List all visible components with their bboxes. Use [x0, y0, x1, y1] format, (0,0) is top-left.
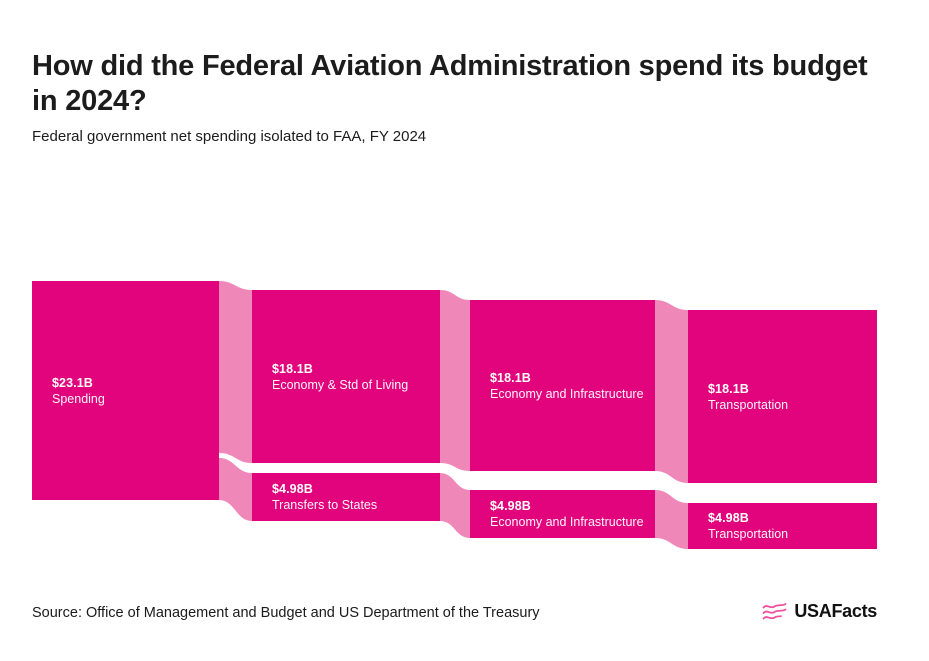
- flow-economy-infra-to-transportation-bottom: [655, 490, 688, 549]
- node-value: $18.1B: [272, 361, 313, 376]
- node-label: Economy and Infrastructure: [490, 386, 644, 401]
- usafacts-flag-icon: [761, 600, 788, 623]
- source-attribution: Source: Office of Management and Budget …: [32, 605, 540, 621]
- node-label: Economy and Infrastructure: [490, 515, 644, 529]
- node-value: $4.98B: [490, 499, 531, 513]
- node-value: $18.1B: [708, 381, 749, 396]
- flow-transfers-to-economy-infra: [440, 473, 470, 538]
- flow-economy-std-to-economy-infra: [440, 290, 470, 471]
- usafacts-logo[interactable]: USAFacts: [761, 600, 877, 623]
- node-value: $23.1B: [52, 375, 93, 390]
- page-title: How did the Federal Aviation Administrat…: [32, 50, 868, 117]
- node-value: $4.98B: [708, 511, 749, 525]
- sankey-chart: $23.1B Spending $18.1B Economy & Std of …: [32, 281, 877, 552]
- sankey-node-economy-infrastructure-bottom[interactable]: $4.98B Economy and Infrastructure: [470, 490, 655, 538]
- sankey-node-spending[interactable]: $23.1B Spending: [32, 281, 219, 500]
- flow-economy-infra-to-transportation-top: [655, 300, 688, 483]
- sankey-node-economy-std-of-living[interactable]: $18.1B Economy & Std of Living: [252, 290, 440, 463]
- sankey-node-transfers-to-states[interactable]: $4.98B Transfers to States: [252, 473, 440, 521]
- node-label: Transportation: [708, 527, 789, 541]
- page-subtitle: Federal government net spending isolated…: [32, 128, 427, 145]
- flow-spending-to-economy-std: [219, 281, 252, 463]
- node-label: Transfers to States: [272, 498, 378, 512]
- node-label: Spending: [52, 391, 105, 406]
- sankey-flows: [219, 281, 688, 549]
- sankey-node-transportation-bottom[interactable]: $4.98B Transportation: [688, 503, 877, 549]
- node-label: Economy & Std of Living: [272, 377, 409, 392]
- node-value: $18.1B: [490, 370, 531, 385]
- sankey-node-transportation-top[interactable]: $18.1B Transportation: [688, 310, 877, 483]
- flow-spending-to-transfers: [219, 458, 252, 521]
- sankey-node-economy-infrastructure-top[interactable]: $18.1B Economy and Infrastructure: [470, 300, 655, 471]
- usafacts-wordmark: USAFacts: [794, 601, 877, 621]
- node-label: Transportation: [708, 397, 789, 412]
- node-value: $4.98B: [272, 482, 313, 496]
